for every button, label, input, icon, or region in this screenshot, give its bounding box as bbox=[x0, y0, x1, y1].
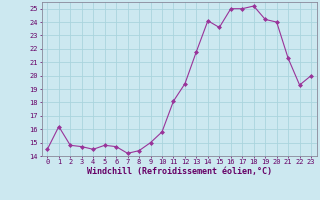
X-axis label: Windchill (Refroidissement éolien,°C): Windchill (Refroidissement éolien,°C) bbox=[87, 167, 272, 176]
